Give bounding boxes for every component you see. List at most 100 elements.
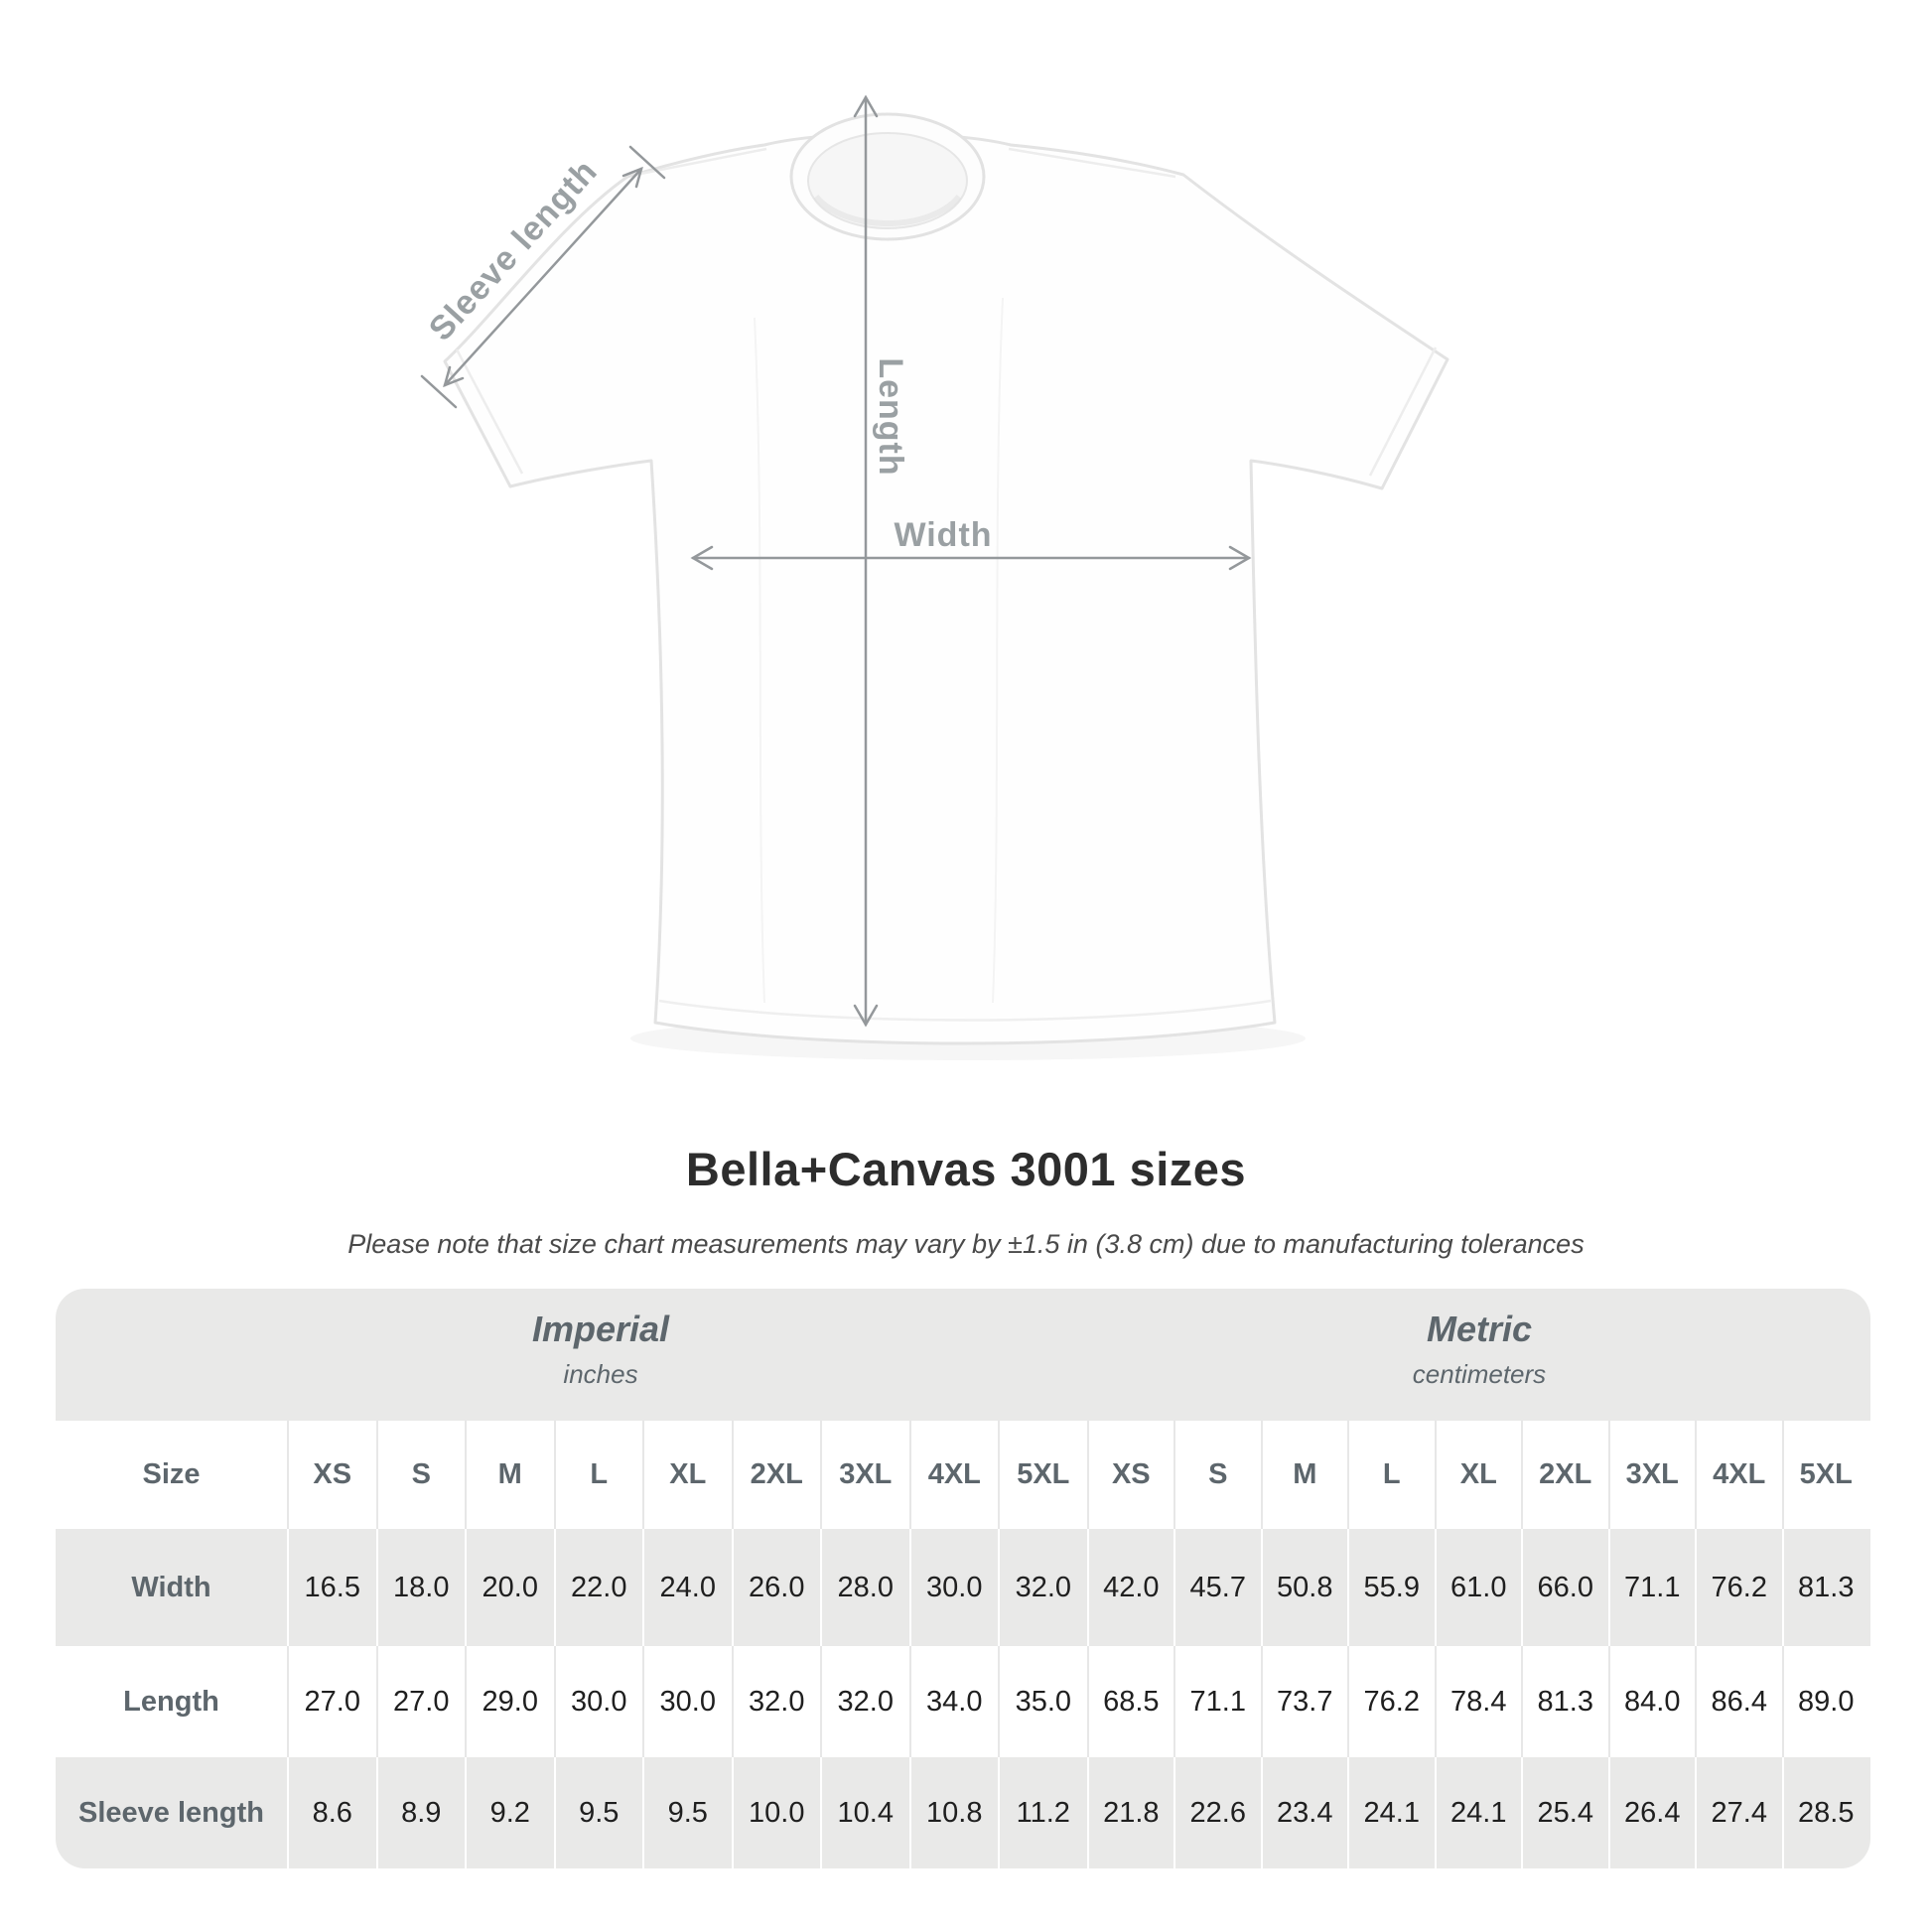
row-label: Width bbox=[56, 1529, 289, 1646]
page-subtitle: Please note that size chart measurements… bbox=[347, 1229, 1585, 1259]
value-cell: 30.0 bbox=[556, 1646, 645, 1757]
value-cell: 11.2 bbox=[1000, 1757, 1089, 1868]
size-col-header: S bbox=[1175, 1421, 1263, 1529]
value-cell: 25.4 bbox=[1523, 1757, 1610, 1868]
value-cell: 35.0 bbox=[1000, 1646, 1089, 1757]
size-col-header: 2XL bbox=[734, 1421, 823, 1529]
length-arrow bbox=[853, 94, 879, 1028]
value-cell: 16.5 bbox=[289, 1529, 378, 1646]
value-cell: 81.3 bbox=[1523, 1646, 1610, 1757]
size-col-header: L bbox=[556, 1421, 645, 1529]
row-label: Sleeve length bbox=[56, 1757, 289, 1868]
value-cell: 84.0 bbox=[1610, 1646, 1697, 1757]
value-cell: 24.0 bbox=[644, 1529, 734, 1646]
value-cell: 9.5 bbox=[556, 1757, 645, 1868]
value-cell: 32.0 bbox=[822, 1646, 911, 1757]
value-cell: 29.0 bbox=[467, 1646, 556, 1757]
value-cell: 22.0 bbox=[556, 1529, 645, 1646]
width-label: Width bbox=[894, 516, 992, 554]
value-cell: 81.3 bbox=[1798, 1571, 1855, 1603]
value-cell: 8.9 bbox=[378, 1757, 467, 1868]
value-cell: 30.0 bbox=[644, 1646, 734, 1757]
value-cell: 61.0 bbox=[1437, 1529, 1524, 1646]
unit-header-metric: Metric centimeters bbox=[1088, 1289, 1870, 1421]
value-cell: 23.4 bbox=[1263, 1757, 1350, 1868]
value-cell: 9.2 bbox=[467, 1757, 556, 1868]
value-cell: 34.0 bbox=[911, 1646, 1001, 1757]
value-cell: 20.0 bbox=[467, 1529, 556, 1646]
value-cell: 27.0 bbox=[378, 1646, 467, 1757]
length-label: Length bbox=[872, 357, 909, 476]
value-cell: 21.8 bbox=[1089, 1757, 1176, 1868]
measurement-arrows bbox=[420, 94, 1252, 1028]
fabric-crease bbox=[754, 317, 765, 1004]
tshirt-illustration bbox=[443, 112, 1449, 1060]
size-header-row: Size XS S M L XL 2XL 3XL 4XL 5XL XS S M … bbox=[56, 1421, 1870, 1529]
value-cell: 42.0 bbox=[1089, 1529, 1176, 1646]
size-col-header: 5XL bbox=[1000, 1421, 1089, 1529]
value-cell: 26.4 bbox=[1610, 1757, 1697, 1868]
metric-sublabel: centimeters bbox=[1412, 1359, 1547, 1389]
value-cell: 71.1 bbox=[1610, 1529, 1697, 1646]
value-cell: 24.1 bbox=[1437, 1757, 1524, 1868]
size-col-header: 4XL bbox=[911, 1421, 1001, 1529]
sleeve-length-arrow bbox=[420, 145, 666, 409]
value-cell: 68.5 bbox=[1089, 1646, 1176, 1757]
fabric-crease bbox=[992, 297, 1004, 1004]
size-col-header: 2XL bbox=[1523, 1421, 1610, 1529]
value-cell: 32.0 bbox=[1000, 1529, 1089, 1646]
width-arrow bbox=[690, 545, 1252, 571]
metric-label: Metric bbox=[1426, 1309, 1533, 1349]
value-cell: 66.0 bbox=[1523, 1529, 1610, 1646]
table-row-sleeve-length: Sleeve length 8.6 8.9 9.2 9.5 9.5 10.0 1… bbox=[56, 1757, 1870, 1868]
imperial-sublabel: inches bbox=[563, 1359, 638, 1389]
value-cell: 45.7 bbox=[1175, 1529, 1263, 1646]
value-cell: 30.0 bbox=[911, 1529, 1001, 1646]
imperial-label: Imperial bbox=[531, 1309, 670, 1349]
corner-header-size: Size bbox=[56, 1421, 289, 1529]
bottom-hem-seam bbox=[658, 999, 1272, 1022]
collar-inner bbox=[807, 132, 968, 229]
tshirt-body bbox=[443, 132, 1449, 1045]
value-cell: 76.2 bbox=[1349, 1646, 1437, 1757]
size-col-header: XL bbox=[1437, 1421, 1524, 1529]
value-cell: 10.8 bbox=[911, 1757, 1001, 1868]
row-label: Length bbox=[56, 1646, 289, 1757]
value-cell: 76.2 bbox=[1697, 1529, 1784, 1646]
size-col-header: XL bbox=[644, 1421, 734, 1529]
size-chart-panel: Imperial inches Metric centimeters Size … bbox=[56, 1289, 1870, 1868]
value-cell: 78.4 bbox=[1437, 1646, 1524, 1757]
unit-header-band: Imperial inches Metric centimeters bbox=[56, 1289, 1870, 1421]
value-cell: 26.0 bbox=[734, 1529, 823, 1646]
value-cell: 10.4 bbox=[822, 1757, 911, 1868]
size-col-header: 3XL bbox=[1610, 1421, 1697, 1529]
value-cell: 89.0 bbox=[1798, 1685, 1855, 1718]
size-col-header: XS bbox=[1089, 1421, 1176, 1529]
collar-shadow bbox=[813, 195, 962, 227]
size-col-header: 5XL bbox=[1799, 1458, 1853, 1490]
value-cell: 73.7 bbox=[1263, 1646, 1350, 1757]
page-title: Bella+Canvas 3001 sizes bbox=[685, 1143, 1247, 1195]
unit-header-imperial: Imperial inches bbox=[56, 1289, 1088, 1421]
value-cell: 28.0 bbox=[822, 1529, 911, 1646]
value-cell: 9.5 bbox=[644, 1757, 734, 1868]
value-cell: 22.6 bbox=[1175, 1757, 1263, 1868]
value-cell: 24.1 bbox=[1349, 1757, 1437, 1868]
tshirt-measurement-diagram: Sleeve length Length Width bbox=[420, 94, 1449, 1060]
size-col-header: 3XL bbox=[822, 1421, 911, 1529]
sleeve-hem-right bbox=[1368, 346, 1438, 477]
size-col-header: M bbox=[1263, 1421, 1350, 1529]
value-cell: 18.0 bbox=[378, 1529, 467, 1646]
value-cell: 50.8 bbox=[1263, 1529, 1350, 1646]
value-cell: 27.4 bbox=[1697, 1757, 1784, 1868]
size-col-header: M bbox=[467, 1421, 556, 1529]
value-cell: 10.0 bbox=[734, 1757, 823, 1868]
table-row-width: Width 16.5 18.0 20.0 22.0 24.0 26.0 28.0… bbox=[56, 1529, 1870, 1646]
table-row-length: Length 27.0 27.0 29.0 30.0 30.0 32.0 32.… bbox=[56, 1646, 1870, 1757]
sleeve-hem-left bbox=[455, 348, 524, 475]
size-col-header: L bbox=[1349, 1421, 1437, 1529]
size-col-header: XS bbox=[289, 1421, 378, 1529]
value-cell: 71.1 bbox=[1175, 1646, 1263, 1757]
value-cell: 32.0 bbox=[734, 1646, 823, 1757]
value-cell: 55.9 bbox=[1349, 1529, 1437, 1646]
